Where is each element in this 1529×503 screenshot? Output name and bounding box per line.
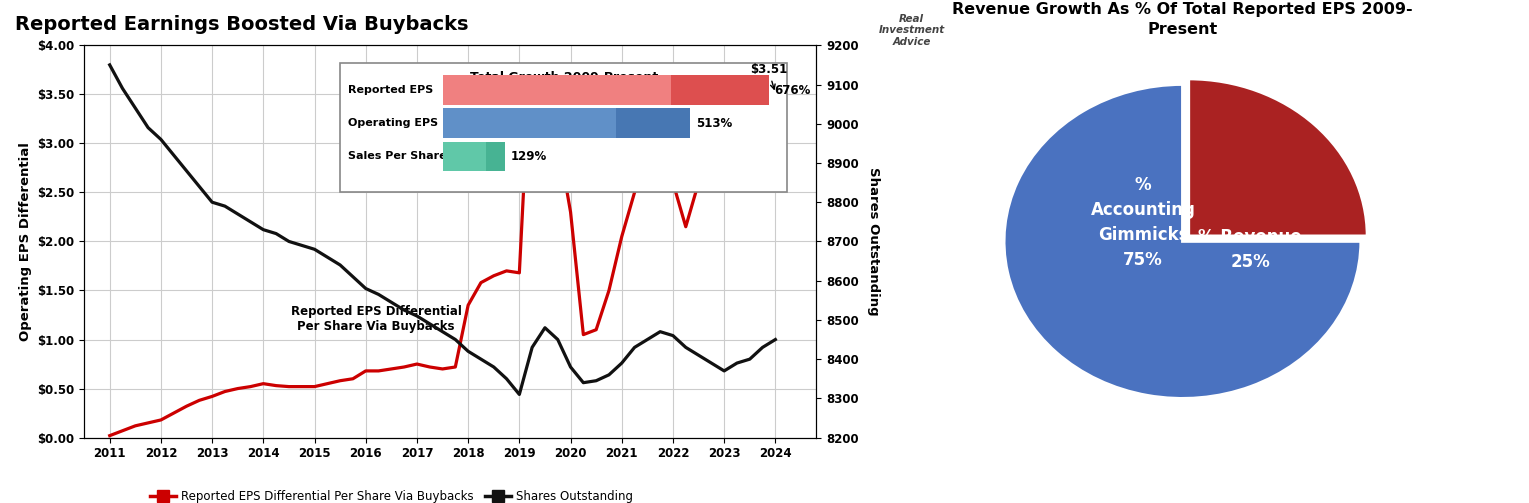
Text: Real
Investment
Advice: Real Investment Advice — [878, 14, 945, 47]
Text: 129%: 129% — [511, 150, 547, 163]
Text: Total Growth 2009-Present: Total Growth 2009-Present — [469, 71, 657, 84]
Bar — [486, 141, 505, 172]
Y-axis label: Operating EPS Differential: Operating EPS Differential — [18, 142, 32, 341]
Text: Reported EPS Differential
Per Share Via Buybacks: Reported EPS Differential Per Share Via … — [291, 305, 462, 332]
Title: Revenue Growth As % Of Total Reported EPS 2009-
Present: Revenue Growth As % Of Total Reported EP… — [953, 3, 1413, 37]
Y-axis label: Shares Outstanding: Shares Outstanding — [867, 167, 879, 316]
FancyBboxPatch shape — [341, 63, 787, 193]
Bar — [616, 109, 690, 138]
Bar — [443, 141, 505, 172]
Text: Reported EPS: Reported EPS — [347, 86, 433, 96]
Bar — [671, 75, 769, 105]
Text: Reported Earnings Boosted Via Buybacks: Reported Earnings Boosted Via Buybacks — [15, 15, 469, 34]
Bar — [443, 75, 769, 105]
Text: %
Accounting
Gimmicks
75%: % Accounting Gimmicks 75% — [1090, 176, 1196, 269]
Text: Sales Per Share: Sales Per Share — [347, 151, 446, 161]
Text: % Revenue
25%: % Revenue 25% — [1199, 228, 1303, 271]
Wedge shape — [1188, 79, 1367, 236]
Text: Operating EPS: Operating EPS — [347, 118, 437, 128]
Text: 513%: 513% — [696, 117, 732, 130]
Text: 676%: 676% — [775, 84, 810, 97]
Bar — [443, 109, 690, 138]
Legend: Reported EPS Differential Per Share Via Buybacks, Shares Outstanding: Reported EPS Differential Per Share Via … — [145, 486, 638, 503]
Text: $3.51: $3.51 — [749, 63, 787, 89]
Wedge shape — [1005, 85, 1361, 398]
